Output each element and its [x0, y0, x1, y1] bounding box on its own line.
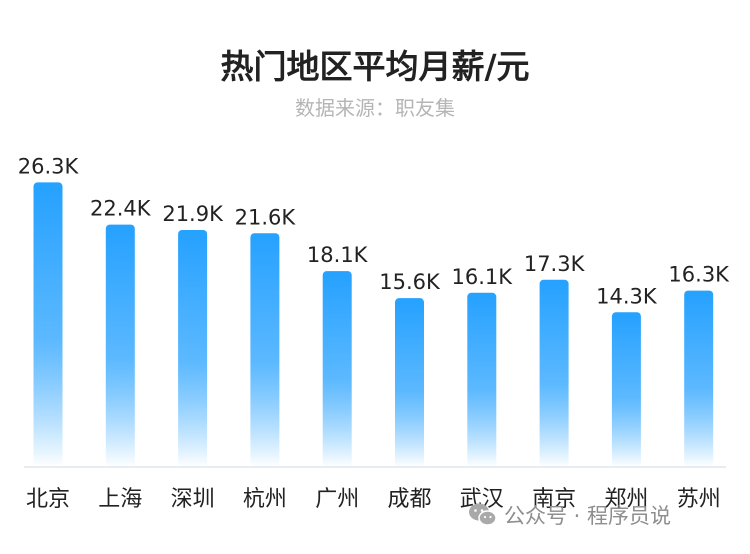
- bar-1: [105, 224, 135, 467]
- value-label-5: 15.6K: [379, 270, 441, 294]
- value-label-2: 21.9K: [162, 202, 224, 226]
- category-label-7: 南京: [532, 487, 576, 512]
- bar-7: [539, 279, 569, 467]
- watermark-text: 公众号 · 程序员说: [504, 504, 672, 528]
- wechat-icon: [469, 503, 497, 526]
- value-label-7: 17.3K: [524, 252, 586, 276]
- chart-subtitle: 数据来源：职友集: [295, 96, 455, 120]
- value-label-9: 16.3K: [668, 263, 730, 287]
- value-label-1: 22.4K: [90, 197, 152, 221]
- value-label-0: 26.3K: [18, 154, 80, 178]
- category-label-9: 苏州: [677, 487, 721, 512]
- bar-8: [611, 312, 641, 467]
- bar-5: [395, 298, 424, 467]
- value-label-3: 21.6K: [235, 205, 297, 229]
- bar-2: [178, 230, 208, 467]
- category-label-5: 成都: [387, 487, 431, 512]
- bar-6: [467, 292, 497, 467]
- watermark: 公众号 · 程序员说: [468, 500, 671, 530]
- category-label-2: 深圳: [171, 487, 215, 512]
- value-label-8: 14.3K: [596, 284, 658, 308]
- value-label-4: 18.1K: [307, 243, 369, 267]
- chart-title: 热门地区平均月薪/元: [220, 47, 530, 86]
- category-label-4: 广州: [315, 487, 359, 512]
- category-label-0: 北京: [26, 487, 70, 512]
- category-label-8: 郑州: [604, 487, 648, 512]
- category-label-3: 杭州: [243, 487, 287, 512]
- bar-9: [684, 290, 714, 467]
- bar-3: [250, 233, 280, 467]
- value-label-6: 16.1K: [452, 265, 514, 289]
- bar-0: [33, 182, 63, 467]
- bar-4: [322, 271, 352, 467]
- category-label-1: 上海: [98, 487, 142, 512]
